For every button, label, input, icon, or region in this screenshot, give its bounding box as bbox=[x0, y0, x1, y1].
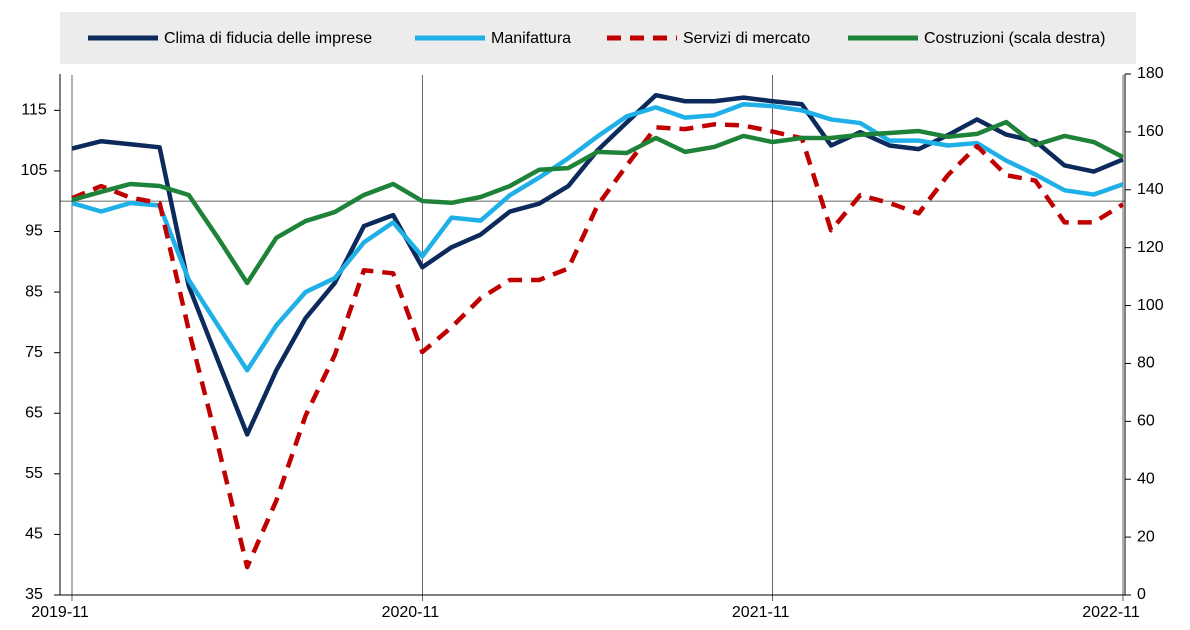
legend-label: Manifattura bbox=[491, 30, 571, 47]
y-tick-label: 105 bbox=[21, 162, 48, 179]
y-tick-label: 65 bbox=[25, 404, 43, 421]
y2-tick-label: 140 bbox=[1137, 181, 1164, 198]
y2-tick-label: 40 bbox=[1137, 470, 1155, 487]
y2-tick-label: 60 bbox=[1137, 413, 1155, 430]
y2-tick-label: 0 bbox=[1137, 586, 1146, 603]
y-tick-label: 85 bbox=[25, 283, 43, 300]
y2-tick-label: 180 bbox=[1137, 65, 1164, 82]
series-line bbox=[71, 102, 1124, 373]
x-tick-label: 2020-11 bbox=[382, 604, 440, 621]
series-line bbox=[71, 122, 1125, 570]
y2-tick-label: 80 bbox=[1137, 355, 1155, 372]
x-tick-label: 2019-11 bbox=[31, 604, 89, 621]
y-tick-label: 75 bbox=[25, 344, 43, 361]
legend-box bbox=[60, 12, 1136, 64]
legend-label: Costruzioni (scala destra) bbox=[924, 30, 1105, 47]
y2-tick-label: 100 bbox=[1137, 297, 1164, 314]
x-tick-label: 2022-11 bbox=[1082, 604, 1140, 621]
y-tick-label: 115 bbox=[21, 102, 47, 119]
y-tick-label: 35 bbox=[25, 586, 43, 603]
legend-label: Clima di fiducia delle imprese bbox=[164, 30, 372, 47]
y2-tick-label: 20 bbox=[1137, 528, 1155, 545]
x-tick-label: 2021-11 bbox=[732, 604, 790, 621]
legend-label: Servizi di mercato bbox=[683, 30, 810, 47]
y-tick-label: 45 bbox=[25, 526, 43, 543]
y-tick-label: 55 bbox=[25, 465, 43, 482]
series-line bbox=[71, 119, 1125, 286]
y2-tick-label: 160 bbox=[1137, 123, 1164, 140]
y2-tick-label: 120 bbox=[1137, 239, 1164, 256]
y-tick-label: 95 bbox=[25, 223, 43, 240]
